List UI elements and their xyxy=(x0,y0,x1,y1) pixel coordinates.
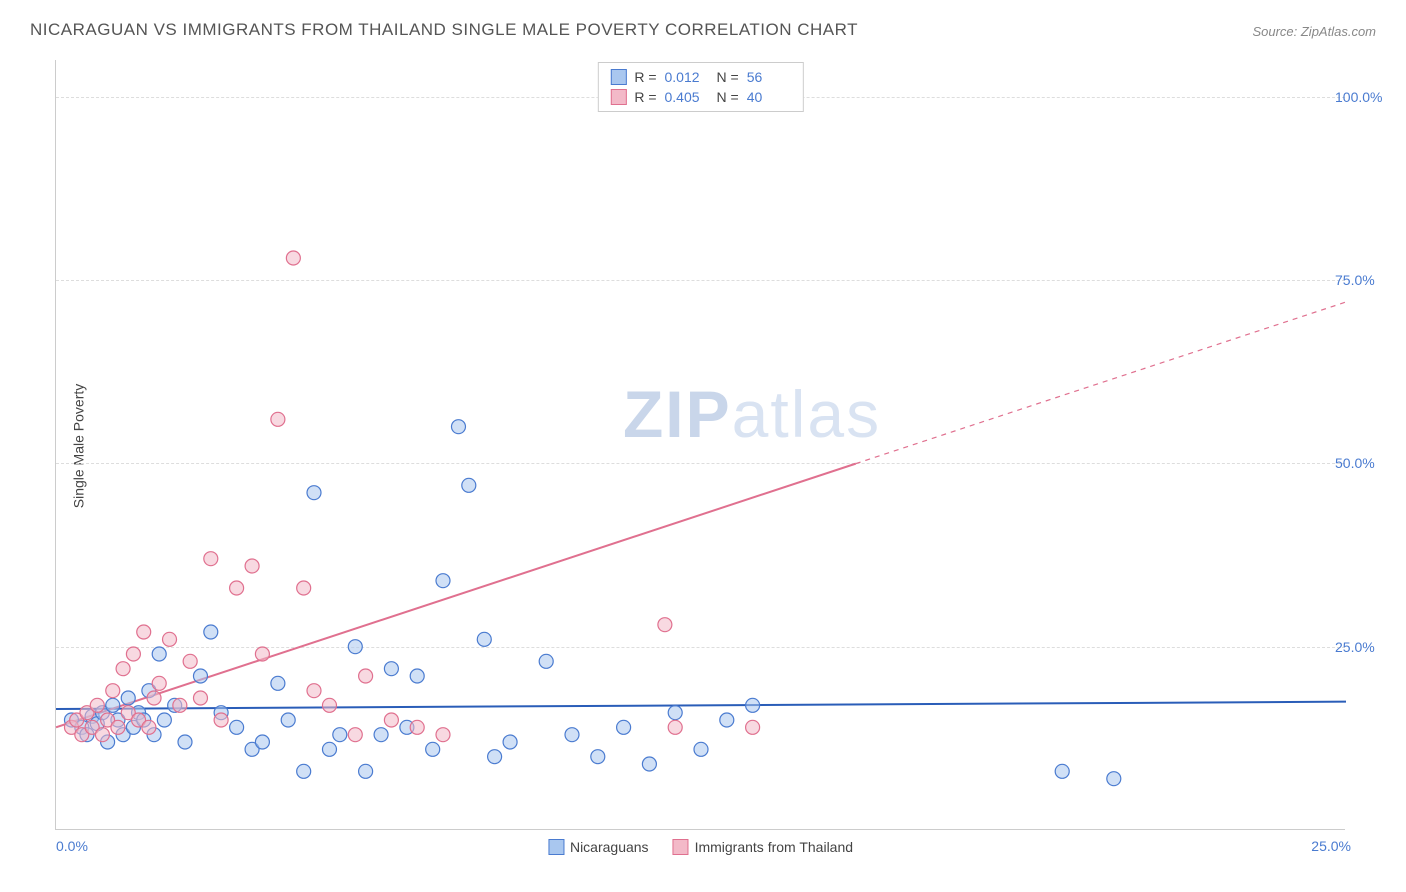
data-point xyxy=(271,676,285,690)
series-legend-label: Immigrants from Thailand xyxy=(695,839,853,855)
stats-n-label: N = xyxy=(717,89,739,105)
data-point xyxy=(152,676,166,690)
data-point xyxy=(178,735,192,749)
data-point xyxy=(204,625,218,639)
x-tick-min: 0.0% xyxy=(56,838,88,854)
trend-line-dashed xyxy=(856,302,1346,464)
data-point xyxy=(410,669,424,683)
data-point xyxy=(183,654,197,668)
plot-area: ZIPatlas 25.0%50.0%75.0%100.0% R =0.012N… xyxy=(55,60,1345,830)
series-legend: Nicaraguans Immigrants from Thailand xyxy=(548,839,853,855)
data-point xyxy=(488,750,502,764)
stats-legend-row: R = 0.012 N = 56 xyxy=(610,67,790,87)
stats-n-value: 40 xyxy=(747,89,791,105)
data-point xyxy=(642,757,656,771)
series-legend-item: Immigrants from Thailand xyxy=(673,839,853,855)
stats-r-label: R = xyxy=(634,89,656,105)
stats-r-label: R = xyxy=(634,69,656,85)
data-point xyxy=(591,750,605,764)
data-point xyxy=(617,720,631,734)
stats-legend: R = 0.012 N = 56 R = 0.405 N = 40 xyxy=(597,62,803,112)
data-point xyxy=(694,742,708,756)
legend-swatch xyxy=(610,89,626,105)
data-point xyxy=(173,698,187,712)
data-point xyxy=(359,669,373,683)
data-point xyxy=(163,632,177,646)
data-point xyxy=(245,559,259,573)
data-point xyxy=(142,720,156,734)
data-point xyxy=(307,486,321,500)
series-legend-item: Nicaraguans xyxy=(548,839,649,855)
data-point xyxy=(1107,772,1121,786)
data-point xyxy=(193,691,207,705)
data-point xyxy=(111,720,125,734)
data-point xyxy=(90,698,104,712)
data-point xyxy=(214,713,228,727)
data-point xyxy=(436,728,450,742)
stats-r-value: 0.405 xyxy=(665,89,709,105)
data-point xyxy=(658,618,672,632)
trend-line-solid xyxy=(56,702,1346,709)
data-point xyxy=(126,647,140,661)
data-point xyxy=(137,625,151,639)
data-point xyxy=(539,654,553,668)
data-point xyxy=(116,662,130,676)
data-point xyxy=(157,713,171,727)
data-point xyxy=(147,691,161,705)
data-point xyxy=(436,574,450,588)
data-point xyxy=(230,720,244,734)
chart-svg xyxy=(56,60,1345,829)
data-point xyxy=(307,684,321,698)
data-point xyxy=(348,640,362,654)
data-point xyxy=(230,581,244,595)
data-point xyxy=(193,669,207,683)
stats-legend-row: R = 0.405 N = 40 xyxy=(610,87,790,107)
data-point xyxy=(668,720,682,734)
data-point xyxy=(297,581,311,595)
data-point xyxy=(462,478,476,492)
stats-n-value: 56 xyxy=(747,69,791,85)
data-point xyxy=(204,552,218,566)
stats-n-label: N = xyxy=(717,69,739,85)
data-point xyxy=(1055,764,1069,778)
data-point xyxy=(384,713,398,727)
data-point xyxy=(95,728,109,742)
data-point xyxy=(503,735,517,749)
legend-swatch xyxy=(673,839,689,855)
data-point xyxy=(333,728,347,742)
data-point xyxy=(255,647,269,661)
trend-line-solid xyxy=(56,464,856,728)
data-point xyxy=(121,691,135,705)
data-point xyxy=(410,720,424,734)
x-tick-max: 25.0% xyxy=(1311,838,1351,854)
data-point xyxy=(668,706,682,720)
legend-swatch xyxy=(610,69,626,85)
data-point xyxy=(477,632,491,646)
data-point xyxy=(281,713,295,727)
data-point xyxy=(746,720,760,734)
data-point xyxy=(322,698,336,712)
data-point xyxy=(286,251,300,265)
data-point xyxy=(255,735,269,749)
data-point xyxy=(720,713,734,727)
chart-title: NICARAGUAN VS IMMIGRANTS FROM THAILAND S… xyxy=(30,20,858,40)
data-point xyxy=(359,764,373,778)
data-point xyxy=(152,647,166,661)
source-attribution: Source: ZipAtlas.com xyxy=(1252,24,1376,39)
data-point xyxy=(565,728,579,742)
data-point xyxy=(322,742,336,756)
data-point xyxy=(271,412,285,426)
stats-r-value: 0.012 xyxy=(665,69,709,85)
data-point xyxy=(106,684,120,698)
data-point xyxy=(384,662,398,676)
data-point xyxy=(348,728,362,742)
data-point xyxy=(106,698,120,712)
data-point xyxy=(746,698,760,712)
data-point xyxy=(374,728,388,742)
series-legend-label: Nicaraguans xyxy=(570,839,649,855)
data-point xyxy=(297,764,311,778)
data-point xyxy=(451,420,465,434)
data-point xyxy=(426,742,440,756)
legend-swatch xyxy=(548,839,564,855)
